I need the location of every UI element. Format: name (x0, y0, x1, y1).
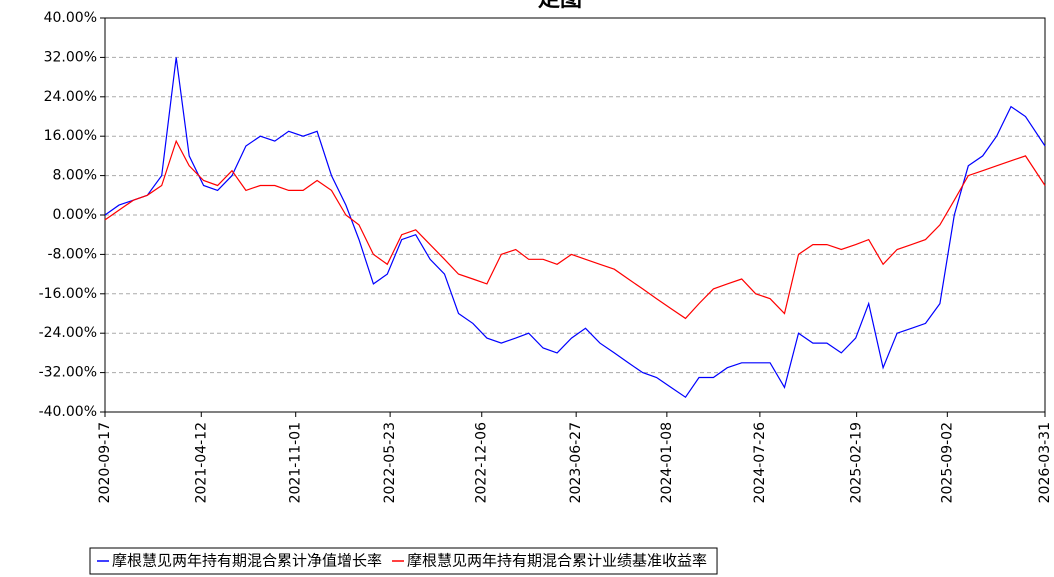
y-tick-label: -32.00% (39, 365, 97, 381)
legend: 摩根慧见两年持有期混合累计净值增长率 摩根慧见两年持有期混合累计业绩基准收益率 (89, 547, 718, 575)
y-tick-label: -40.00% (39, 404, 97, 420)
x-tick-label: 2022-12-06 (474, 422, 490, 503)
legend-label: 摩根慧见两年持有期混合累计业绩基准收益率 (407, 552, 707, 570)
x-tick-label: 2020-09-17 (97, 422, 113, 503)
y-tick-label: -16.00% (39, 286, 97, 302)
series-line (104, 57, 1046, 399)
x-tick-label: 2021-11-01 (288, 422, 304, 503)
y-tick-label: 0.00% (53, 207, 97, 223)
series-line (104, 139, 1046, 320)
y-tick-label: 16.00% (44, 128, 97, 144)
x-tick-label: 2021-04-12 (193, 422, 209, 503)
y-tick-label: 8.00% (53, 168, 97, 184)
y-tick-label: 32.00% (44, 49, 97, 65)
x-tick-label: 2024-01-08 (659, 422, 675, 503)
chart-title: 走图 (538, 0, 582, 12)
y-tick-label: -24.00% (39, 325, 97, 341)
legend-label: 摩根慧见两年持有期混合累计净值增长率 (112, 552, 382, 570)
x-tick-label: 2022-05-23 (382, 422, 398, 503)
y-tick-label: -8.00% (47, 246, 97, 262)
y-tick-label: 40.00% (44, 10, 97, 26)
x-tick-label: 2025-02-19 (849, 422, 865, 503)
x-tick-label: 2026-03-31 (1037, 422, 1053, 503)
x-tick-label: 2024-07-26 (752, 422, 768, 503)
x-tick-label: 2023-06-27 (568, 422, 584, 503)
y-tick-label: 24.00% (44, 89, 97, 105)
x-tick-label: 2025-09-02 (939, 422, 955, 503)
